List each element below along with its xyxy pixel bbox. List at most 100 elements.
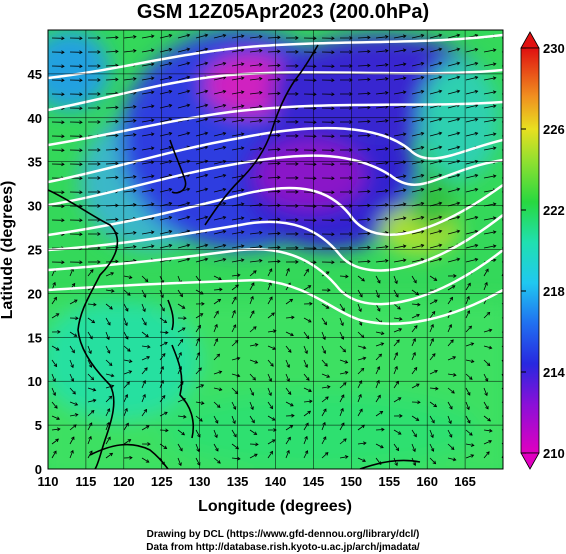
wind-arrow	[447, 285, 456, 291]
wind-arrowhead	[271, 439, 276, 443]
wind-arrow	[483, 345, 492, 349]
wind-arrow	[105, 163, 119, 165]
wind-arrow	[483, 217, 496, 221]
wind-arrowhead	[456, 131, 461, 136]
wind-arrow	[105, 331, 110, 340]
wind-arrow	[393, 245, 406, 249]
wind-arrowhead	[402, 132, 407, 137]
wind-arrowhead	[79, 232, 83, 237]
wind-arrowhead	[395, 293, 399, 298]
wind-arrowhead	[367, 49, 371, 54]
wind-arrowhead	[97, 162, 101, 166]
wind-arrowhead	[271, 312, 275, 316]
wind-arrow	[87, 436, 92, 445]
wind-arrowhead	[259, 34, 263, 39]
wind-arrowhead	[61, 50, 65, 55]
wind-arrowhead	[143, 321, 147, 326]
wind-arrowhead	[240, 188, 245, 193]
wind-arrowhead	[415, 417, 420, 421]
wind-arrow	[141, 91, 154, 95]
wind-arrowhead	[450, 446, 455, 450]
wind-arrowhead	[61, 134, 65, 139]
wind-arrowhead	[325, 305, 330, 309]
contour-line	[48, 214, 503, 272]
wind-arrowhead	[397, 306, 401, 310]
wind-arrow	[411, 76, 424, 81]
wind-arrow	[465, 230, 478, 235]
wind-arrowhead	[163, 319, 168, 324]
wind-arrow	[123, 345, 131, 352]
wind-arrow	[195, 118, 208, 123]
wind-arrowhead	[251, 282, 255, 286]
wind-arrow	[249, 343, 258, 347]
plot-frame	[47, 29, 504, 470]
wind-arrow	[465, 454, 474, 459]
wind-arrowhead	[107, 436, 111, 441]
wind-arrow	[231, 245, 244, 249]
wind-arrow	[51, 373, 56, 382]
wind-arrow	[231, 296, 237, 305]
wind-arrowhead	[470, 443, 475, 447]
wind-arrowhead	[252, 376, 256, 381]
wind-arrowhead	[251, 419, 255, 424]
wind-arrowhead	[186, 75, 191, 80]
wind-arrowhead	[133, 133, 137, 137]
wind-arrowhead	[74, 402, 79, 406]
wind-arrowhead	[420, 117, 425, 122]
wind-arrowhead	[286, 364, 290, 369]
wind-arrow	[249, 36, 262, 39]
wind-arrowhead	[349, 134, 353, 138]
wind-arrow	[267, 218, 281, 221]
wind-arrowhead	[128, 370, 133, 374]
wind-arrowhead	[150, 244, 155, 249]
wind-arrowhead	[474, 257, 479, 262]
wind-arrowhead	[240, 230, 245, 235]
wind-arrow	[483, 175, 496, 179]
wind-arrow	[195, 415, 203, 422]
colorbar: 210 214 218 222 226 230	[520, 31, 565, 470]
wind-arrowhead	[385, 217, 389, 221]
wind-arrow	[195, 174, 208, 179]
wind-arrow	[195, 338, 200, 347]
wind-arrowhead	[124, 322, 128, 327]
x-tick-label: 160	[416, 474, 438, 489]
wind-arrowhead	[420, 75, 425, 80]
wind-arrow	[105, 317, 111, 326]
wind-arrow	[411, 314, 420, 319]
wind-arrowhead	[488, 328, 493, 333]
wind-arrowhead	[438, 75, 443, 80]
wind-arrow	[195, 313, 203, 319]
wind-arrowhead	[451, 390, 455, 394]
wind-arrow	[231, 387, 238, 394]
contour-line	[48, 68, 503, 112]
wind-arrowhead	[511, 245, 514, 248]
wind-arrowhead	[61, 218, 65, 223]
wind-arrow	[87, 399, 96, 403]
wind-arrow	[51, 428, 60, 431]
wind-arrow	[357, 457, 366, 462]
wind-arrowhead	[97, 260, 101, 264]
wind-arrow	[105, 107, 119, 109]
wind-arrowhead	[142, 393, 146, 398]
wind-arrow	[177, 76, 190, 81]
wind-arrowhead	[313, 218, 317, 223]
wind-arrowhead	[240, 34, 245, 39]
wind-arrow	[213, 76, 226, 81]
wind-arrowhead	[492, 216, 497, 221]
wind-arrowhead	[470, 454, 475, 458]
wind-arrow	[195, 34, 208, 39]
wind-arrow	[105, 396, 112, 403]
wind-arrow	[465, 216, 478, 221]
wind-arrowhead	[434, 369, 438, 374]
wind-arrowhead	[420, 47, 425, 52]
wind-arrowhead	[150, 146, 155, 151]
wind-arrow	[465, 188, 478, 193]
wind-arrow	[195, 104, 208, 109]
wind-arrowhead	[222, 201, 227, 206]
wind-arrow	[375, 411, 383, 417]
wind-arrowhead	[331, 64, 335, 69]
wind-arrowhead	[271, 417, 276, 421]
wind-arrowhead	[402, 258, 407, 263]
wind-arrowhead	[453, 274, 457, 278]
wind-arrow	[123, 394, 128, 403]
